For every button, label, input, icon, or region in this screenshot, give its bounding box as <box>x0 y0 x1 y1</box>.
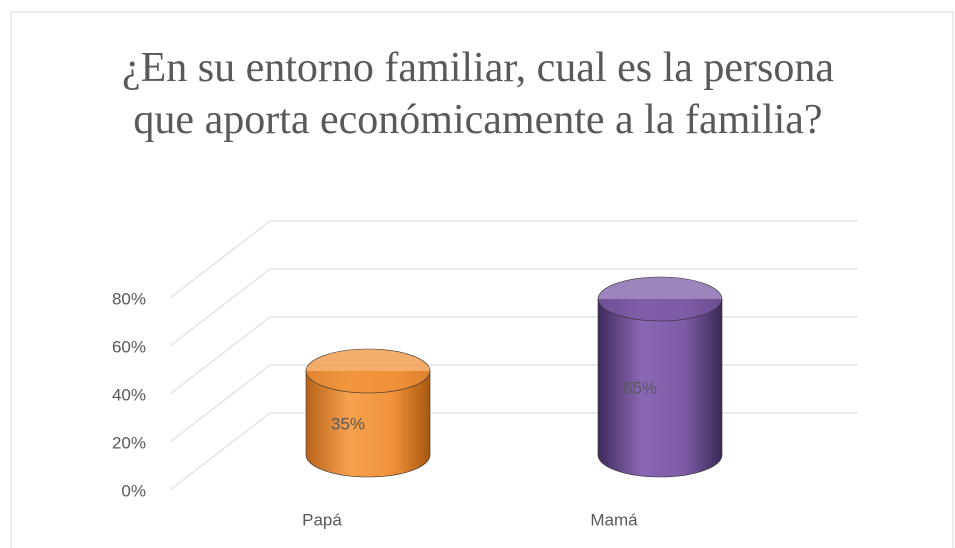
grid-line-side <box>169 268 271 347</box>
chart-title: ¿En su entorno familiar, cual es la pers… <box>121 45 835 143</box>
data-label: 65% <box>623 378 657 397</box>
x-tick-label: Mamá <box>590 510 638 529</box>
y-tick-label: 20% <box>112 433 146 452</box>
grid-line-side <box>169 412 271 491</box>
data-label: 35% <box>331 414 365 433</box>
x-tick-label: Papá <box>302 510 342 529</box>
grid-line-side <box>169 220 271 299</box>
bar <box>598 299 722 455</box>
bar-top <box>305 348 431 394</box>
chart-border <box>10 11 954 548</box>
bar-top <box>597 276 723 322</box>
y-tick-label: 80% <box>112 289 146 308</box>
grid-line-side <box>169 316 271 395</box>
y-tick-label: 60% <box>112 337 146 356</box>
y-tick-label: 0% <box>121 481 146 500</box>
y-tick-label: 40% <box>112 385 146 404</box>
grid-line-side <box>169 364 271 443</box>
